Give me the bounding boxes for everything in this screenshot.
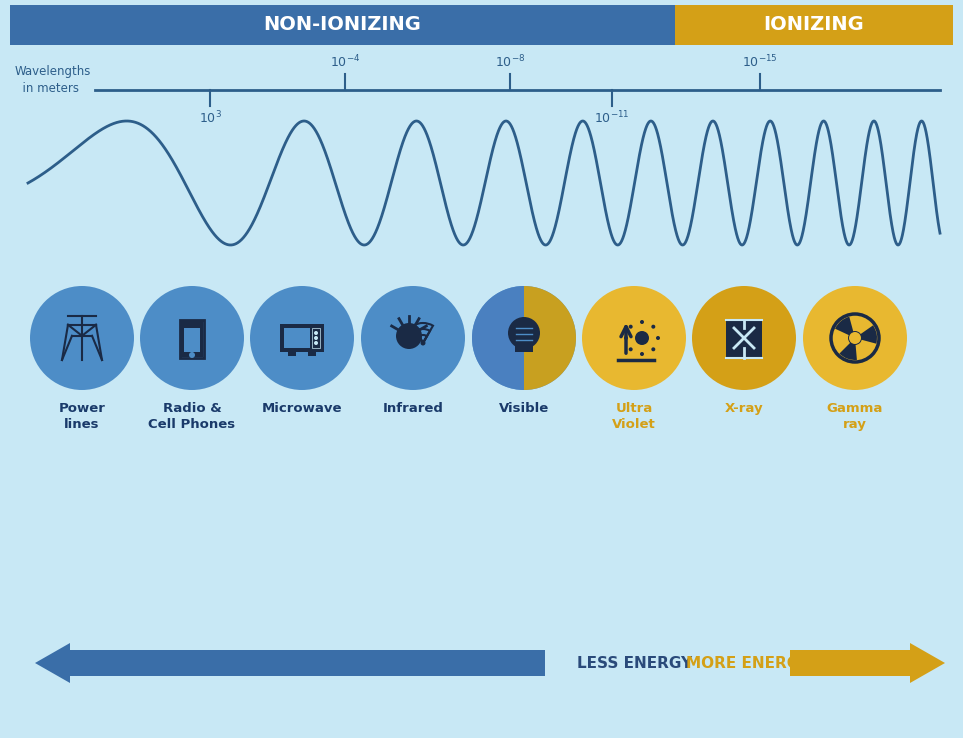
Circle shape [640, 352, 644, 356]
Text: Infrared: Infrared [382, 402, 443, 415]
Circle shape [314, 341, 318, 345]
Text: NON-IONIZING: NON-IONIZING [263, 15, 421, 35]
Wedge shape [524, 286, 576, 390]
Circle shape [314, 336, 318, 340]
Circle shape [396, 323, 422, 349]
Bar [515, 338, 533, 352]
Circle shape [651, 325, 655, 328]
Bar [184, 328, 200, 352]
Bar [308, 351, 316, 356]
Circle shape [635, 331, 649, 345]
Bar [280, 324, 324, 352]
Circle shape [803, 286, 907, 390]
Text: Power
lines: Power lines [59, 402, 105, 431]
Text: LESS ENERGY: LESS ENERGY [578, 655, 692, 671]
Circle shape [849, 332, 861, 344]
Circle shape [30, 286, 134, 390]
Bar [312, 328, 320, 348]
Text: X-ray: X-ray [725, 402, 764, 415]
Circle shape [189, 352, 195, 358]
Circle shape [848, 331, 862, 345]
Circle shape [472, 286, 576, 390]
Circle shape [629, 348, 633, 351]
Bar [675, 5, 953, 45]
Text: $10^{-4}$: $10^{-4}$ [330, 53, 360, 70]
Circle shape [314, 331, 318, 335]
Wedge shape [840, 338, 857, 360]
Text: $10^{-11}$: $10^{-11}$ [594, 110, 630, 127]
Circle shape [508, 317, 540, 349]
Bar [181, 321, 203, 357]
Text: Ultra
Violet: Ultra Violet [612, 402, 656, 431]
Circle shape [656, 336, 660, 340]
Circle shape [582, 286, 686, 390]
Circle shape [692, 286, 796, 390]
FancyArrow shape [35, 643, 545, 683]
Text: Wavelengths
  in meters: Wavelengths in meters [15, 64, 91, 95]
Bar [726, 320, 762, 358]
Circle shape [629, 325, 633, 328]
Bar [10, 5, 675, 45]
Text: Radio &
Cell Phones: Radio & Cell Phones [148, 402, 236, 431]
FancyArrow shape [790, 643, 945, 683]
Wedge shape [855, 325, 877, 344]
Bar [288, 351, 296, 356]
Text: Visible: Visible [499, 402, 549, 415]
Text: $10^{3}$: $10^{3}$ [198, 110, 221, 127]
Text: Gamma
ray: Gamma ray [827, 402, 883, 431]
Circle shape [640, 320, 644, 324]
Wedge shape [472, 286, 524, 390]
Wedge shape [835, 317, 855, 338]
Text: IONIZING: IONIZING [764, 15, 865, 35]
Bar [180, 320, 204, 358]
Circle shape [421, 340, 426, 345]
Circle shape [624, 336, 628, 340]
Text: Microwave: Microwave [262, 402, 342, 415]
Bar [284, 328, 310, 348]
Circle shape [250, 286, 354, 390]
Circle shape [651, 348, 655, 351]
Circle shape [361, 286, 465, 390]
Text: $10^{-8}$: $10^{-8}$ [495, 53, 525, 70]
Text: MORE ENERGY: MORE ENERGY [686, 655, 810, 671]
Text: $10^{-15}$: $10^{-15}$ [742, 53, 778, 70]
Circle shape [140, 286, 244, 390]
